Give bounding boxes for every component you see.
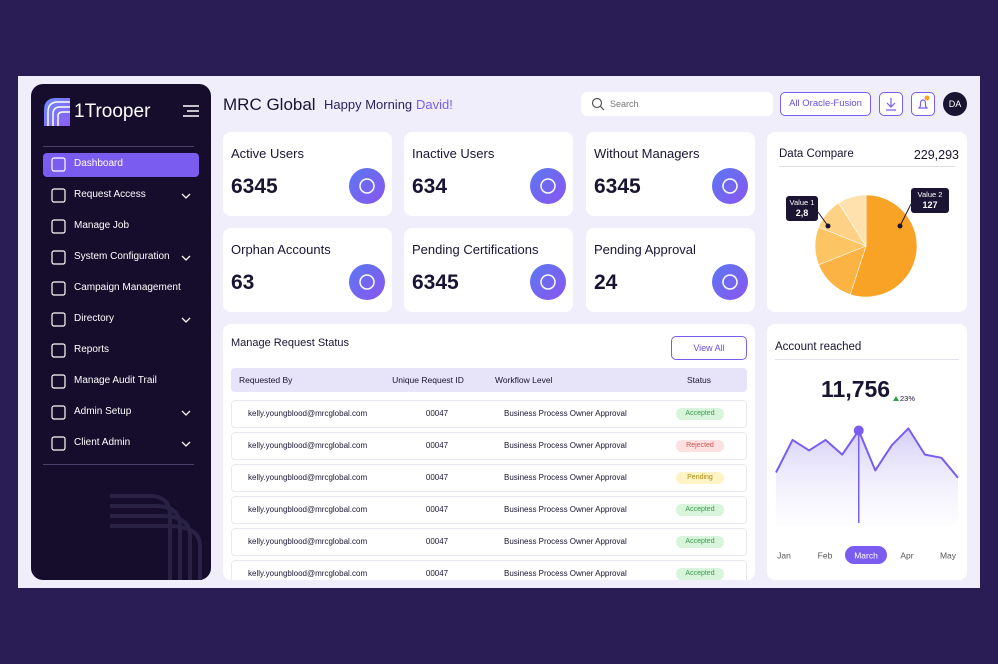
menu-item[interactable]: Client Admin xyxy=(74,437,131,448)
stat-title: Pending Certifications xyxy=(412,242,539,257)
stat-value: 63 xyxy=(231,271,255,294)
column-header: Status xyxy=(686,375,712,385)
total: 229,293 xyxy=(913,148,959,162)
table-title: Manage Request Status xyxy=(231,337,350,349)
cell: kelly.youngblood@mrcglobal.com xyxy=(248,441,368,450)
table-row: kelly.youngblood@mrcglobal.com 00047 Busin… xyxy=(231,560,747,580)
divider xyxy=(43,464,194,465)
cell: kelly.youngblood@mrcglobal.com xyxy=(248,473,368,482)
menu-item[interactable]: Campaign Management xyxy=(74,282,181,293)
table-row: kelly.youngblood@mrcglobal.com 00047 Busin… xyxy=(231,432,747,460)
stat-value: 24 xyxy=(594,271,618,294)
cell: kelly.youngblood@mrcglobal.com xyxy=(248,569,368,578)
stat-value: 634 xyxy=(412,175,448,198)
company: MRC Global xyxy=(223,95,316,114)
cell: Business Process Owner Approval xyxy=(504,473,627,482)
stat-card: Pending Approval 24 xyxy=(586,228,755,312)
table-header xyxy=(231,368,747,392)
table-row: kelly.youngblood@mrcglobal.com 00047 Busin… xyxy=(231,496,747,524)
greeting: Happy Morning xyxy=(324,97,413,112)
icon-button[interactable] xyxy=(911,92,935,116)
divider xyxy=(775,359,959,360)
stat-value: 6345 xyxy=(412,271,459,294)
search-placeholder: Search xyxy=(610,99,639,109)
menu-item[interactable]: Dashboard xyxy=(74,158,123,169)
avatar[interactable]: DA xyxy=(943,92,967,116)
total: 11,756 xyxy=(821,376,891,402)
column-header: Workflow Level xyxy=(495,375,553,385)
cell: Business Process Owner Approval xyxy=(504,537,627,546)
status-badge: Rejected xyxy=(676,440,724,452)
cell: kelly.youngblood@mrcglobal.com xyxy=(248,537,368,546)
stat-card: Without Managers 6345 xyxy=(586,132,755,216)
table-row: kelly.youngblood@mrcglobal.com 00047 Busin… xyxy=(231,464,747,492)
stat-title: Inactive Users xyxy=(412,146,495,161)
cell: 00047 xyxy=(425,569,449,578)
cell: kelly.youngblood@mrcglobal.com xyxy=(248,505,368,514)
stat-title: Without Managers xyxy=(594,146,700,161)
card-title: Data Compare xyxy=(779,148,854,160)
cell: 00047 xyxy=(425,409,449,418)
cell: Business Process Owner Approval xyxy=(504,569,627,578)
active-item[interactable] xyxy=(43,153,199,177)
user: David! xyxy=(416,97,453,112)
divider xyxy=(43,146,194,147)
menu-item[interactable]: Manage Job xyxy=(74,220,130,231)
divider xyxy=(779,166,955,167)
stat-title: Pending Approval xyxy=(594,242,696,257)
cell: 00047 xyxy=(425,537,449,546)
status-badge: Accepted xyxy=(676,408,724,420)
stat-title: Orphan Accounts xyxy=(231,242,331,257)
cell: Business Process Owner Approval xyxy=(504,441,627,450)
filter[interactable]: All Oracle-Fusion xyxy=(780,92,871,116)
status-badge: Accepted xyxy=(676,568,724,580)
stat-card: Pending Certifications 6345 xyxy=(404,228,573,312)
status-badge: Accepted xyxy=(676,504,724,516)
menu-item[interactable]: Reports xyxy=(74,344,110,355)
menu-item[interactable]: Admin Setup xyxy=(74,406,132,417)
menu-item[interactable]: Manage Audit Trail xyxy=(74,375,157,386)
search[interactable] xyxy=(581,92,773,116)
status-badge: Pending xyxy=(676,472,724,484)
table-row: kelly.youngblood@mrcglobal.com 00047 Busin… xyxy=(231,528,747,556)
stat-title: Active Users xyxy=(231,146,304,161)
stat-value: 6345 xyxy=(594,175,641,198)
cell: Business Process Owner Approval xyxy=(504,505,627,514)
cell: Business Process Owner Approval xyxy=(504,409,627,418)
cell: 00047 xyxy=(425,441,449,450)
stat-value: 6345 xyxy=(231,175,278,198)
menu-item[interactable]: Directory xyxy=(74,313,115,324)
card-title: Account reached xyxy=(775,341,862,353)
view-all[interactable]: View All xyxy=(671,336,747,360)
menu-item[interactable]: Request Access xyxy=(74,189,146,200)
column-header: Unique Request ID xyxy=(392,375,464,385)
brand: 1Trooper xyxy=(74,101,151,122)
data-compare-card: Data Compare 229,293 xyxy=(767,132,967,312)
icon-button[interactable] xyxy=(879,92,903,116)
stat-card: Orphan Accounts 63 xyxy=(223,228,392,312)
stat-card: Inactive Users 634 xyxy=(404,132,573,216)
table-row: kelly.youngblood@mrcglobal.com 00047 Busin… xyxy=(231,400,747,428)
sidebar: 1Trooper Dashboard Request Access Manage Jo… xyxy=(31,84,211,580)
cell: kelly.youngblood@mrcglobal.com xyxy=(248,409,368,418)
stat-card: Active Users 6345 xyxy=(223,132,392,216)
menu-item[interactable]: System Configuration xyxy=(74,251,170,262)
cell: 00047 xyxy=(425,473,449,482)
table-card: Manage Request Status View All Requested B… xyxy=(223,324,755,580)
status-badge: Accepted xyxy=(676,536,724,548)
column-header: Requested By xyxy=(239,375,293,385)
cell: 00047 xyxy=(425,505,449,514)
account-card: Account reached 11,756 xyxy=(767,324,967,580)
